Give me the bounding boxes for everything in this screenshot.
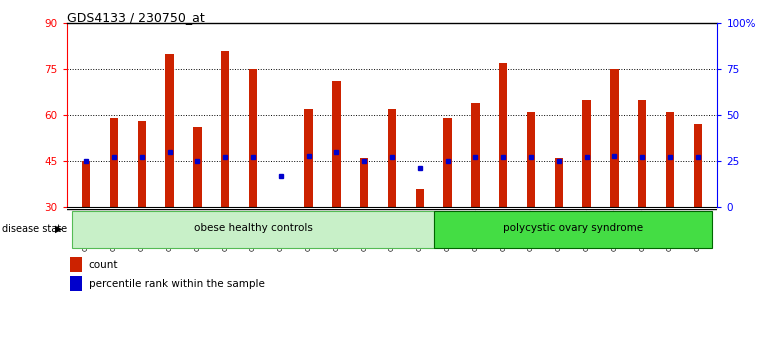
Bar — [471, 103, 480, 207]
Bar — [82, 161, 90, 207]
Bar — [70, 276, 82, 291]
Bar — [193, 127, 201, 207]
Text: disease state: disease state — [2, 224, 67, 234]
Text: count: count — [89, 260, 118, 270]
Bar — [165, 54, 174, 207]
Bar — [499, 63, 507, 207]
Bar — [666, 112, 674, 207]
Bar — [444, 118, 452, 207]
Bar — [137, 121, 146, 207]
Bar — [694, 124, 702, 207]
Text: GDS4133 / 230750_at: GDS4133 / 230750_at — [67, 11, 205, 24]
Bar — [70, 257, 82, 272]
Bar — [304, 109, 313, 207]
Text: obese healthy controls: obese healthy controls — [194, 223, 312, 233]
Bar — [434, 211, 712, 247]
Bar — [416, 189, 424, 207]
Text: percentile rank within the sample: percentile rank within the sample — [89, 279, 264, 289]
Bar — [332, 81, 340, 207]
Bar — [610, 69, 619, 207]
Bar — [388, 109, 396, 207]
Bar — [360, 158, 368, 207]
Bar — [221, 51, 229, 207]
Bar — [583, 100, 591, 207]
Bar — [72, 211, 434, 247]
Bar — [249, 69, 257, 207]
Bar — [555, 158, 563, 207]
Bar — [638, 100, 647, 207]
Bar — [110, 118, 118, 207]
Bar — [527, 112, 535, 207]
Text: polycystic ovary syndrome: polycystic ovary syndrome — [503, 223, 643, 233]
Text: ▶: ▶ — [55, 224, 63, 234]
